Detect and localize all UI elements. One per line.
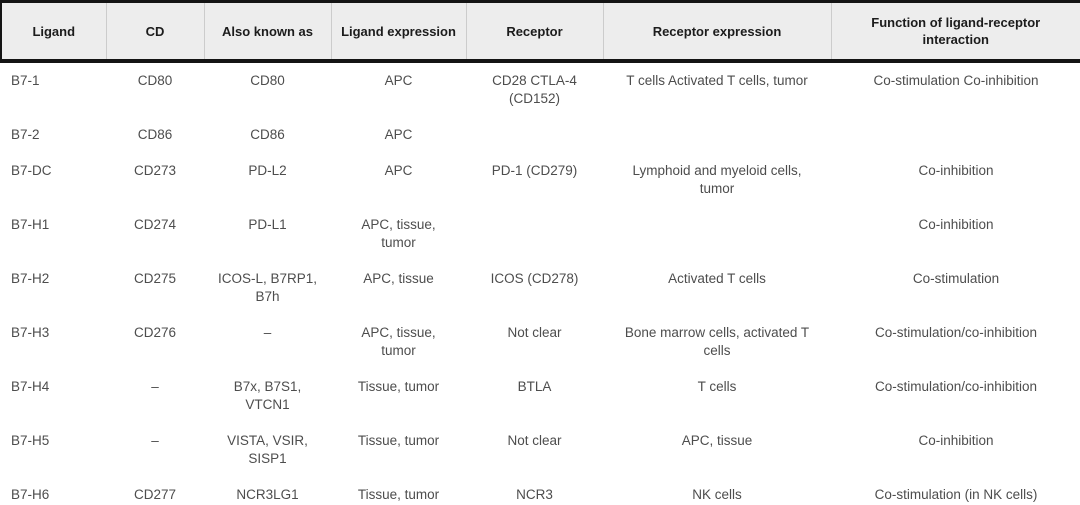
- table-cell: ICOS (CD278): [490, 271, 579, 286]
- table-cell: CD86: [137, 127, 173, 142]
- table-cell: –: [263, 325, 272, 340]
- table-cell: NK cells: [692, 487, 742, 502]
- table-cell: Co-inhibition: [918, 217, 994, 232]
- table-cell: T cells: [697, 379, 737, 394]
- table-cell: [603, 207, 831, 261]
- table-cell: Tissue, tumor: [357, 433, 440, 448]
- table-cell: APC, tissue: [363, 271, 434, 286]
- table-cell: CD277: [133, 487, 177, 502]
- table-cell: APC: [384, 127, 413, 142]
- table-body: B7-1 CD80 CD80 APC CD28 CTLA-4 (CD152) T…: [1, 61, 1080, 505]
- table-cell: BTLA: [517, 379, 552, 394]
- table-cell: NCR3LG1: [236, 487, 299, 502]
- table-cell: B7-H4: [11, 379, 50, 394]
- table-row: B7-1 CD80 CD80 APC CD28 CTLA-4 (CD152) T…: [1, 61, 1080, 117]
- table-row: B7-DC CD273 PD-L2 APC PD-1 (CD279) Lymph…: [1, 153, 1080, 207]
- table-row: B7-H5 – VISTA, VSIR, SISP1 Tissue, tumor…: [1, 423, 1080, 477]
- table-cell: B7-H3: [11, 325, 50, 340]
- table-cell: APC: [384, 73, 413, 88]
- table-cell: T cells Activated T cells, tumor: [626, 73, 808, 88]
- table-cell: CD276: [133, 325, 177, 340]
- column-header-cd: CD: [105, 0, 204, 63]
- table-cell: VISTA, VSIR, SISP1: [227, 433, 308, 466]
- table-cell: CD273: [133, 163, 177, 178]
- table-row: B7-H3 CD276 – APC, tissue, tumor Not cle…: [1, 315, 1080, 369]
- table-cell: Activated T cells: [668, 271, 766, 286]
- table-cell: Co-stimulation Co-inhibition: [873, 73, 1039, 88]
- table-cell: ICOS-L, B7RP1, B7h: [217, 271, 318, 304]
- table-cell: B7-H5: [11, 433, 50, 448]
- table-row: B7-H4 – B7x, B7S1, VTCN1 Tissue, tumor B…: [1, 369, 1080, 423]
- column-header-ligand-expression: Ligand expression: [330, 0, 466, 63]
- table-cell: Bone marrow cells, activated T cells: [624, 325, 810, 358]
- table-cell: Co-inhibition: [918, 433, 994, 448]
- column-header-receptor-expression: Receptor expression: [602, 0, 831, 63]
- table-cell: Co-stimulation/co-inhibition: [874, 379, 1038, 394]
- table-cell: APC, tissue: [681, 433, 753, 448]
- table-cell: B7-H2: [11, 271, 50, 286]
- table-cell: APC: [384, 163, 413, 178]
- column-header-function: Function of ligand-receptor interaction: [830, 0, 1080, 63]
- table-cell: PD-L1: [248, 217, 287, 232]
- table-cell: CD28 CTLA-4 (CD152): [492, 73, 577, 106]
- table-cell: B7-DC: [11, 163, 52, 178]
- table-cell: CD275: [133, 271, 177, 286]
- table-cell: Co-stimulation/co-inhibition: [874, 325, 1038, 340]
- table-cell: APC, tissue, tumor: [361, 217, 436, 250]
- table-cell: Co-stimulation: [912, 271, 1000, 286]
- table-cell: Not clear: [507, 325, 562, 340]
- table-cell: Co-stimulation (in NK cells): [874, 487, 1038, 502]
- table-cell: B7-2: [11, 127, 40, 142]
- table-row: B7-H6 CD277 NCR3LG1 Tissue, tumor NCR3 N…: [1, 477, 1080, 505]
- table-cell: Not clear: [507, 433, 562, 448]
- table-cell: [831, 117, 1080, 153]
- table-cell: [466, 117, 603, 153]
- table-cell: APC, tissue, tumor: [361, 325, 436, 358]
- table-cell: B7x, B7S1, VTCN1: [233, 379, 302, 412]
- table-cell: PD-1 (CD279): [491, 163, 578, 178]
- table-row: B7-2 CD86 CD86 APC: [1, 117, 1080, 153]
- column-header-ligand: Ligand: [0, 0, 106, 63]
- table-cell: Lymphoid and myeloid cells, tumor: [632, 163, 802, 196]
- table-row: B7-H2 CD275 ICOS-L, B7RP1, B7h APC, tiss…: [1, 261, 1080, 315]
- table-cell: Tissue, tumor: [357, 379, 440, 394]
- table-cell: B7-H1: [11, 217, 50, 232]
- table-cell: CD86: [250, 127, 285, 142]
- table-cell: CD80: [250, 73, 285, 88]
- column-header-also-known-as: Also known as: [203, 0, 331, 63]
- table-row: B7-H1 CD274 PD-L1 APC, tissue, tumor Co-…: [1, 207, 1080, 261]
- table-header-row: Ligand CD Also known as Ligand expressio…: [0, 0, 1080, 63]
- table-cell: Co-inhibition: [918, 163, 994, 178]
- table-cell: –: [151, 433, 159, 448]
- table-cell: [466, 207, 603, 261]
- table-cell: –: [151, 379, 159, 394]
- table-cell: CD274: [133, 217, 177, 232]
- table-cell: CD80: [137, 73, 173, 88]
- column-header-receptor: Receptor: [465, 0, 603, 63]
- table-cell: [603, 117, 831, 153]
- table-cell: B7-1: [11, 73, 40, 88]
- table-cell: Tissue, tumor: [357, 487, 440, 502]
- table-cell: NCR3: [516, 487, 553, 502]
- table-cell: PD-L2: [248, 163, 287, 178]
- table-cell: B7-H6: [11, 487, 50, 502]
